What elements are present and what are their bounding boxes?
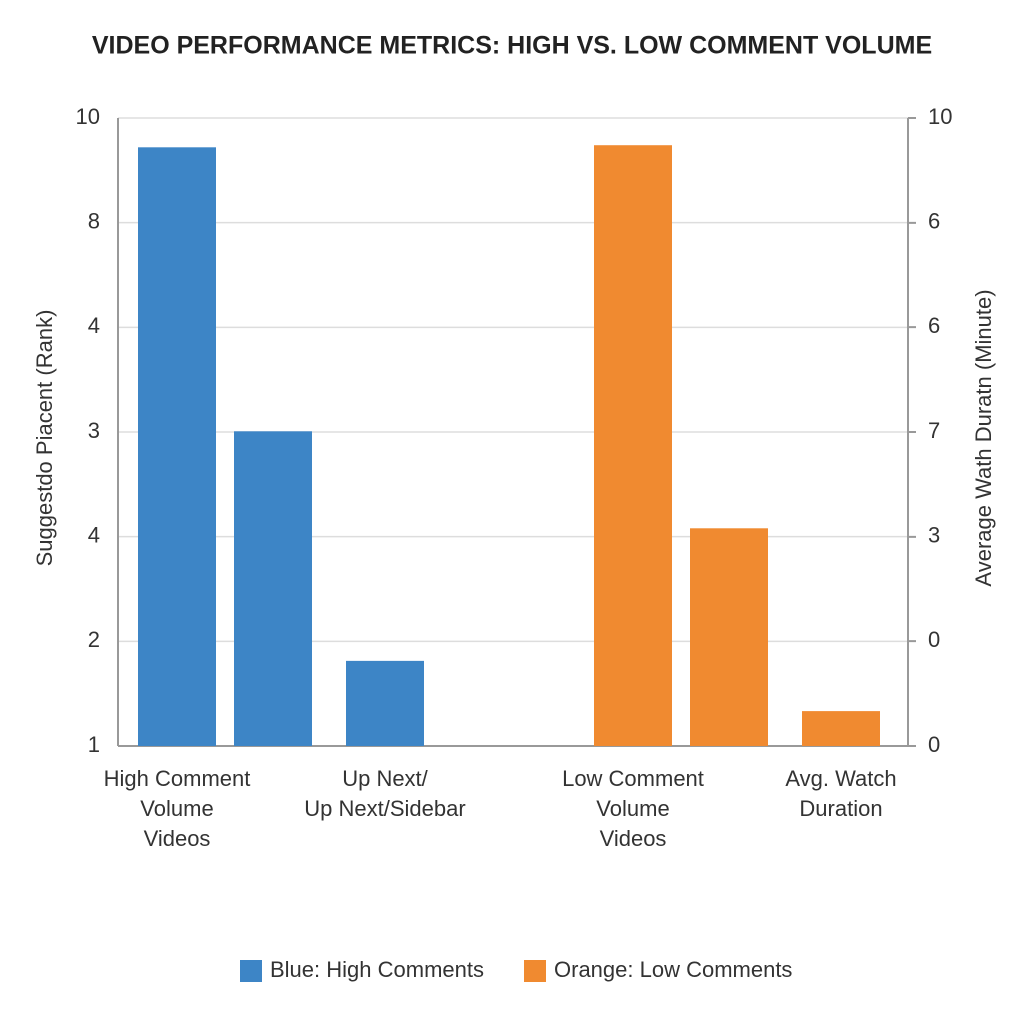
y2-tick-label: 6 <box>928 209 940 234</box>
y-tick-label: 10 <box>76 104 100 129</box>
y-tick-label: 3 <box>88 418 100 443</box>
x-tick-label: Videos <box>144 826 211 851</box>
bar <box>802 711 880 746</box>
x-tick-label: Duration <box>799 796 882 821</box>
y2-tick-label: 0 <box>928 627 940 652</box>
x-tick-label: Up Next/ <box>342 766 428 791</box>
x-tick-label: Volume <box>596 796 669 821</box>
y-tick-label: 4 <box>88 522 100 547</box>
legend-label: Blue: High Comments <box>270 957 484 982</box>
x-tick-label: Avg. Watch <box>785 766 896 791</box>
legend-swatch <box>524 960 546 982</box>
y2-tick-label: 3 <box>928 523 940 548</box>
x-tick-label: Volume <box>140 796 213 821</box>
y2-tick-label: 7 <box>928 418 940 443</box>
y-tick-label: 2 <box>88 627 100 652</box>
y-tick-label: 1 <box>88 732 100 757</box>
y-tick-label: 8 <box>88 208 100 233</box>
bar <box>138 147 216 747</box>
x-tick-label: Videos <box>600 826 667 851</box>
legend-swatch <box>240 960 262 982</box>
x-tick-label: Low Comment <box>562 766 704 791</box>
y2-tick-label: 0 <box>928 732 940 757</box>
y-tick-label: 4 <box>88 313 100 338</box>
y-axis-label: Suggestdo Piacent (Rank) <box>32 310 57 567</box>
legend-label: Orange: Low Comments <box>554 957 792 982</box>
chart-title: VIDEO PERFORMANCE METRICS: HIGH VS. LOW … <box>92 32 932 60</box>
bar <box>346 660 424 746</box>
y2-tick-label: 10 <box>928 104 952 129</box>
bar <box>690 528 768 746</box>
bar <box>234 431 312 746</box>
x-tick-label: Up Next/Sidebar <box>304 796 465 821</box>
y2-axis-label: Average Wath Duratn (Minute) <box>971 289 996 586</box>
x-tick-label: High Comment <box>104 766 251 791</box>
bar <box>594 145 672 747</box>
y2-tick-label: 6 <box>928 313 940 338</box>
